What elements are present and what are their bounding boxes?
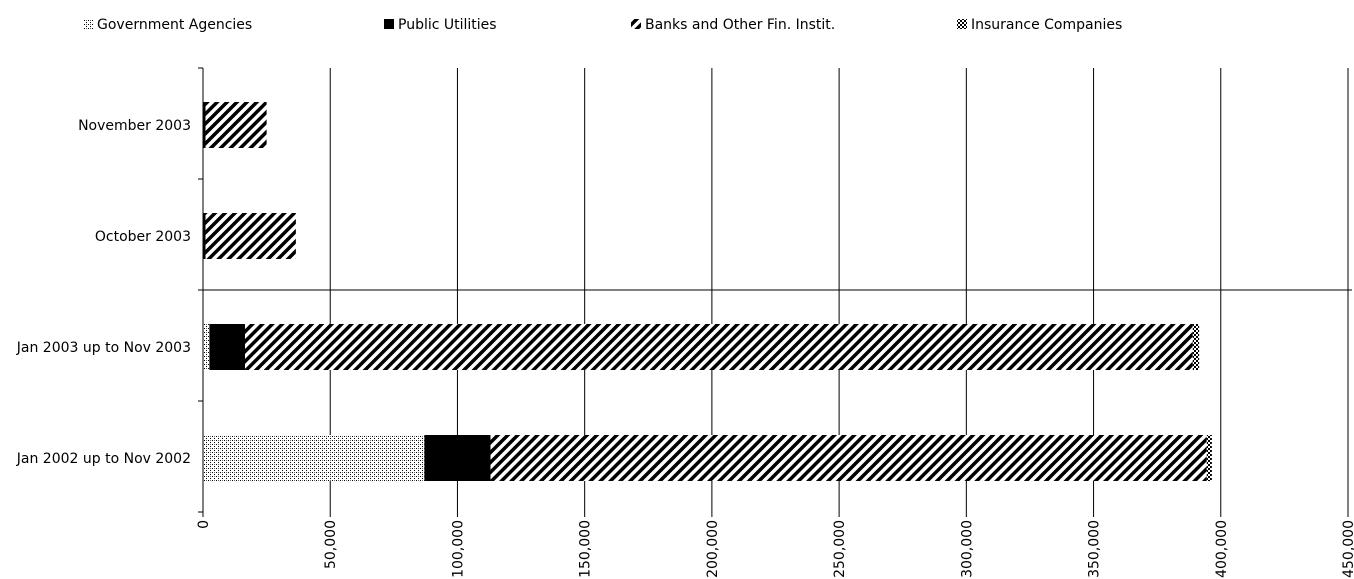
category-labels: November 2003 October 2003 Jan 2003 up to …	[16, 118, 191, 467]
category-label: November 2003	[78, 118, 191, 134]
bar-group-november-2003	[203, 102, 267, 148]
bars	[203, 102, 1212, 481]
category-label: October 2003	[95, 229, 191, 245]
bar-group-jan-2003-up-to-nov-2003	[203, 324, 1200, 370]
bar-public-utilities	[424, 435, 491, 481]
legend-swatch	[83, 19, 93, 29]
x-tick-label: 100,000	[450, 520, 466, 578]
legend-swatch	[957, 19, 967, 29]
bar-banks-and-other-fin-instit	[205, 213, 296, 259]
x-tick-label: 450,000	[1341, 520, 1354, 578]
legend-label: Public Utilities	[398, 17, 497, 33]
category-label: Jan 2002 up to Nov 2002	[16, 451, 191, 467]
category-label: Jan 2003 up to Nov 2003	[16, 340, 191, 356]
bar-banks-and-other-fin-instit	[244, 324, 1193, 370]
bar-public-utilities	[203, 213, 206, 259]
x-tick-label: 50,000	[323, 520, 339, 569]
legend-item-public-utilities: Public Utilities	[384, 17, 497, 33]
x-tick-label: 400,000	[1214, 520, 1230, 578]
bar-public-utilities	[209, 324, 245, 370]
bar-public-utilities	[203, 102, 206, 148]
bar-government-agencies	[203, 435, 425, 481]
x-tick-labels: 0 50,000 100,000 150,000 200,000 250,000 300,0…	[196, 520, 1354, 578]
legend-item-government-agencies: Government Agencies	[83, 17, 252, 33]
x-tick-label: 200,000	[705, 520, 721, 578]
legend-swatch	[384, 19, 394, 29]
legend-label: Government Agencies	[97, 17, 252, 33]
x-tick-label: 0	[196, 520, 212, 529]
axes	[198, 67, 1352, 513]
legend-item-banks-and-other-fin-instit: Banks and Other Fin. Instit.	[631, 17, 835, 33]
legend-label: Insurance Companies	[971, 17, 1122, 33]
x-tick-label: 350,000	[1087, 520, 1103, 578]
bar-government-agencies	[203, 324, 210, 370]
bar-group-october-2003	[203, 213, 296, 259]
x-tick-label: 150,000	[578, 520, 594, 578]
bar-banks-and-other-fin-instit	[205, 102, 267, 148]
legend-swatch	[631, 19, 641, 29]
x-tick-label: 250,000	[832, 520, 848, 578]
bar-group-jan-2002-up-to-nov-2002	[203, 435, 1212, 481]
legend-label: Banks and Other Fin. Instit.	[645, 17, 835, 33]
bar-banks-and-other-fin-instit	[490, 435, 1207, 481]
x-tick-label: 300,000	[959, 520, 975, 578]
legend-item-insurance-companies: Insurance Companies	[957, 17, 1122, 33]
bar-insurance-companies	[1192, 324, 1200, 370]
bar-insurance-companies	[1206, 435, 1212, 481]
legend: Government Agencies Public Utilities Banks…	[83, 17, 1122, 33]
